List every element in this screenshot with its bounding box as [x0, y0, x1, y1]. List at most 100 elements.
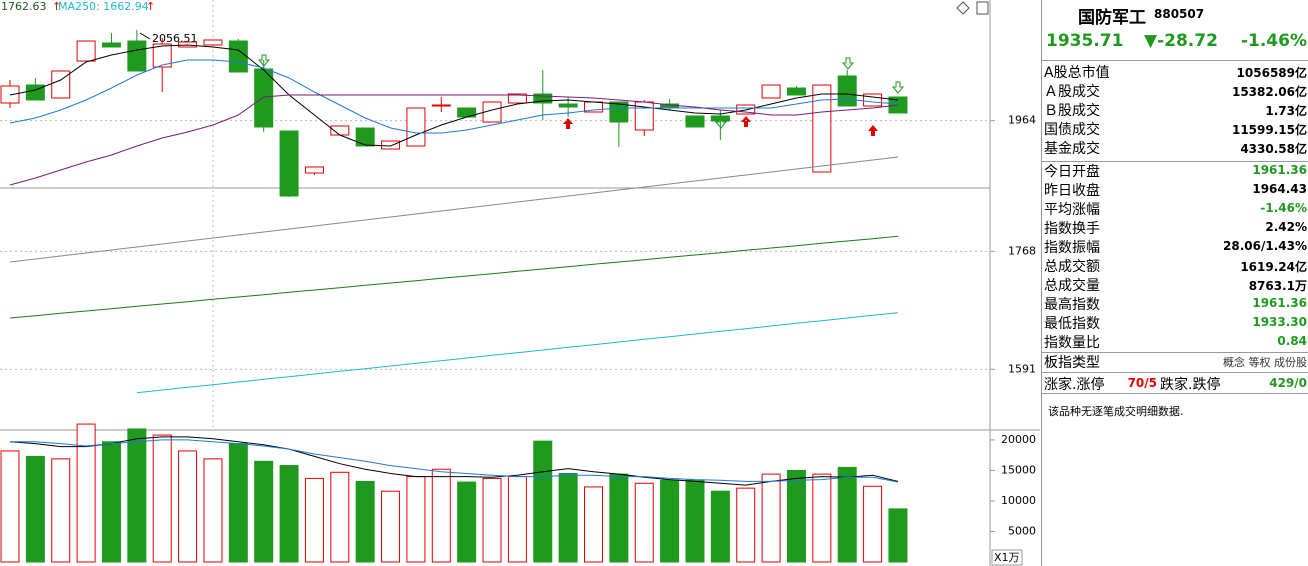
ma-label: MA250: 1662.94 — [58, 0, 149, 13]
row-label: 基金成交 — [1044, 141, 1100, 158]
y-tick-label: 20000 — [1001, 433, 1036, 446]
volume-bar — [254, 460, 274, 563]
row-label: 今日开盘 — [1044, 163, 1100, 180]
volume-bar — [431, 468, 451, 563]
updown-label: 跌家.跌停 — [1160, 377, 1221, 393]
volume-bar — [786, 469, 806, 563]
row-label: 指数量比 — [1044, 335, 1100, 352]
unit-box — [991, 549, 1023, 566]
volume-bar — [228, 443, 248, 563]
candle-body — [431, 104, 451, 107]
quote-panel: 国防军工 880507 1935.71 ▼-28.72 -1.46% 涨家.涨停… — [1041, 0, 1308, 566]
candle-body — [304, 166, 324, 174]
change-pct: -1.46% — [1240, 31, 1307, 51]
volume-bar — [381, 490, 401, 563]
y-tick-label: 15000 — [1001, 463, 1036, 476]
row-value: 8763.1万 — [1248, 279, 1307, 294]
volume-bar — [736, 487, 756, 563]
volume-bar — [558, 473, 578, 563]
y-tick-label: 1964 — [1008, 114, 1036, 127]
icon[interactable] — [976, 1, 989, 15]
updown-value: 429/0 — [1269, 376, 1307, 390]
ma-line — [9, 235, 899, 319]
ma-arrow: ↑ — [52, 0, 61, 13]
volume-bar — [685, 479, 705, 563]
candle-body — [203, 39, 223, 46]
separator — [1042, 352, 1308, 353]
separator — [1042, 161, 1308, 162]
ma-line — [10, 439, 899, 483]
row-value: 1961.36 — [1252, 162, 1307, 177]
row-value: 2.42% — [1265, 219, 1307, 234]
security-code: 880507 — [1154, 7, 1205, 21]
ma-line — [9, 59, 899, 134]
candle-body — [863, 93, 883, 107]
volume-bar — [812, 473, 832, 563]
ma-line — [136, 312, 899, 394]
row-label: 指数换手 — [1044, 220, 1100, 237]
separator — [1042, 393, 1308, 394]
updown-label: 涨家.涨停 — [1044, 377, 1105, 393]
buy-arrow — [868, 125, 878, 136]
volume-bar — [127, 428, 147, 563]
row-value: 1961.36 — [1252, 296, 1307, 311]
volume-bar — [584, 486, 604, 563]
y-tick-label: 10000 — [1001, 494, 1036, 507]
volume-bar — [660, 479, 680, 563]
volume-bar — [761, 473, 781, 563]
row-label: Ａ股成交 — [1044, 84, 1100, 101]
row-value: 4330.58亿 — [1240, 142, 1307, 157]
row-label: 最高指数 — [1044, 297, 1100, 314]
ma-line — [9, 436, 899, 486]
volume-bar — [837, 466, 857, 563]
volume-bar — [406, 476, 426, 563]
row-value: 11599.15亿 — [1231, 123, 1307, 138]
candle-body — [685, 115, 705, 128]
volume-bar — [178, 450, 198, 563]
unit-label: X1万 — [994, 551, 1020, 564]
volume-bar — [482, 477, 502, 563]
buy-arrow — [741, 116, 751, 127]
row-label: 最低指数 — [1044, 316, 1100, 333]
candle-body — [381, 140, 401, 150]
candle-body — [228, 40, 248, 73]
row-value: 概念 等权 成份股 — [1223, 355, 1307, 369]
annotation-leader — [139, 32, 151, 40]
ma-line — [9, 94, 899, 186]
row-value: 15382.06亿 — [1231, 85, 1307, 100]
candle-body — [710, 115, 730, 122]
candle-body — [406, 107, 426, 147]
row-label: A股总市值 — [1044, 65, 1110, 81]
sell-arrow — [841, 57, 855, 70]
row-label: 指数振幅 — [1044, 239, 1100, 256]
volume-bar — [0, 450, 20, 563]
candle-body — [355, 127, 375, 147]
candle-body — [761, 84, 781, 99]
y-tick-label: 5000 — [1008, 524, 1036, 537]
volume-bar — [76, 423, 96, 563]
row-label: 总成交额 — [1044, 259, 1100, 275]
y-tick-label: 1768 — [1008, 244, 1036, 257]
candle-body — [254, 68, 274, 128]
candle-body — [152, 43, 172, 68]
candle-body — [178, 41, 198, 48]
volume-bar — [101, 441, 121, 563]
candle-body — [101, 42, 121, 48]
candle-body — [127, 40, 147, 72]
y-tick-label: 1591 — [1008, 362, 1036, 375]
icon[interactable] — [956, 1, 970, 15]
buy-arrow — [563, 118, 573, 129]
ma-label: 1762.63 — [1, 0, 47, 13]
row-value: 1.73亿 — [1265, 104, 1307, 119]
volume-bar — [634, 482, 654, 563]
volume-bar — [888, 508, 908, 563]
volume-bar — [863, 485, 883, 563]
volume-bar — [304, 477, 324, 563]
chart: 1762.63 ↑ MA250: 1662.94 ↑ 2056.51 X1万 1… — [0, 0, 1040, 566]
candle-body — [786, 87, 806, 96]
row-label: 昨日收盘 — [1044, 182, 1100, 199]
volume-bar — [25, 455, 45, 563]
volume-bar — [51, 458, 71, 563]
volume-bar — [533, 440, 553, 563]
change: ▼-28.72 — [1144, 31, 1218, 51]
